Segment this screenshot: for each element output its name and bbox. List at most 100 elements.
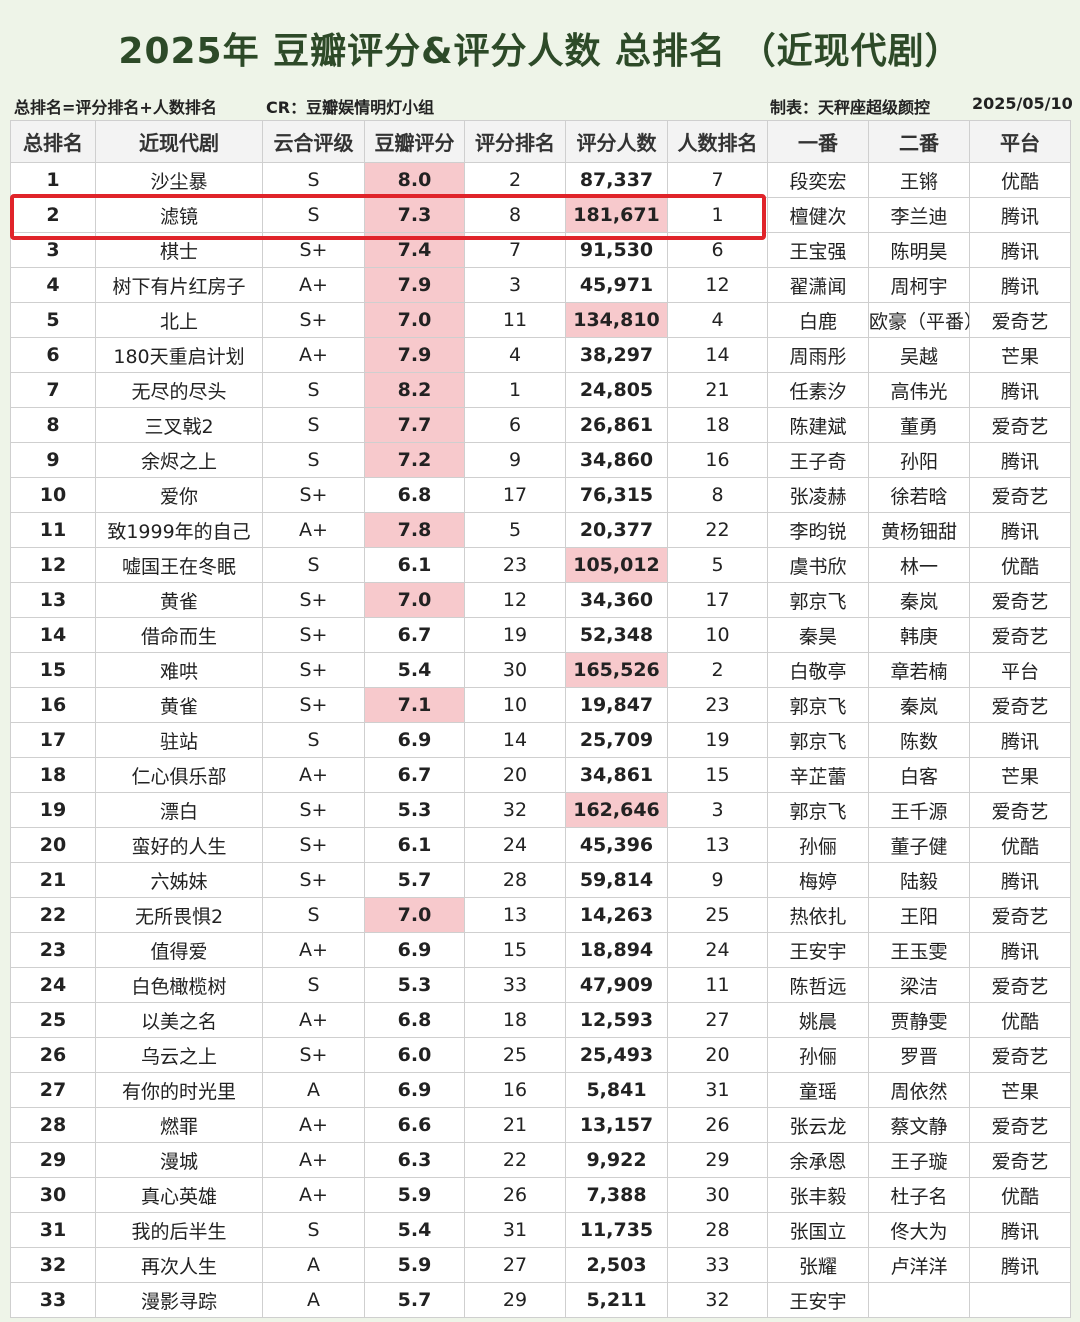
table-row: 7 无尽的尽头 S 8.2 1 24,805 21 任素汐 高伟光 腾讯 bbox=[10, 372, 1071, 408]
table-cell: 嘘国王在冬眠 bbox=[95, 547, 263, 583]
table-cell: 梁洁 bbox=[868, 967, 970, 1003]
column-header: 评分人数 bbox=[565, 120, 668, 163]
table-cell: 9,922 bbox=[565, 1142, 668, 1178]
table-cell: S+ bbox=[262, 687, 365, 723]
table-cell: 20 bbox=[10, 827, 96, 863]
table-cell: 腾讯 bbox=[969, 442, 1071, 478]
table-cell-obscured bbox=[868, 1282, 970, 1318]
table-cell: 31 bbox=[10, 1212, 96, 1248]
table-cell: 段奕宏 bbox=[767, 162, 869, 198]
table-cell: 卢洋洋 bbox=[868, 1247, 970, 1283]
table-cell: 棋士 bbox=[95, 232, 263, 268]
table-cell: 8 bbox=[464, 197, 566, 233]
table-cell: S bbox=[262, 547, 365, 583]
table-cell: 借命而生 bbox=[95, 617, 263, 653]
table-cell: 王安宇 bbox=[767, 932, 869, 968]
table-cell: 15 bbox=[464, 932, 566, 968]
table-cell: 王玉雯 bbox=[868, 932, 970, 968]
table-cell: 任素汐 bbox=[767, 372, 869, 408]
table-cell: 32 bbox=[464, 792, 566, 828]
table-cell: 2 bbox=[10, 197, 96, 233]
table-cell: 6.1 bbox=[364, 827, 465, 863]
table-cell: 优酷 bbox=[969, 1002, 1071, 1038]
table-cell: 4 bbox=[10, 267, 96, 303]
table-cell: 芒果 bbox=[969, 1072, 1071, 1108]
table-row: 17 驻站 S 6.9 14 25,709 19 郭京飞 陈数 腾讯 bbox=[10, 722, 1071, 758]
table-cell: 11 bbox=[464, 302, 566, 338]
table-cell: 孙俪 bbox=[767, 827, 869, 863]
table-cell: 30 bbox=[10, 1177, 96, 1213]
table-cell: 辛芷蕾 bbox=[767, 757, 869, 793]
table-row: 6 180天重启计划 A+ 7.9 4 38,297 14 周雨彤 吴越 芒果 bbox=[10, 337, 1071, 373]
table-cell: 23 bbox=[464, 547, 566, 583]
table-cell: 爱奇艺 bbox=[969, 617, 1071, 653]
table-cell: 郭京飞 bbox=[767, 792, 869, 828]
table-cell: S bbox=[262, 722, 365, 758]
table-cell: 1 bbox=[10, 162, 96, 198]
maker: 制表：天秤座超级颜控 bbox=[770, 98, 931, 117]
table-cell: 董勇 bbox=[868, 407, 970, 443]
table-cell: 24 bbox=[10, 967, 96, 1003]
table-cell: 8 bbox=[667, 477, 768, 513]
table-cell: 蔡文静 bbox=[868, 1107, 970, 1143]
table-cell: 16 bbox=[667, 442, 768, 478]
table-cell: 10 bbox=[464, 687, 566, 723]
table-cell: S bbox=[262, 442, 365, 478]
table-cell: 王安宇 bbox=[767, 1282, 869, 1318]
table-cell: 白鹿 bbox=[767, 302, 869, 338]
table-cell: 12 bbox=[10, 547, 96, 583]
table-cell: 6 bbox=[464, 407, 566, 443]
table-cell: 11 bbox=[10, 512, 96, 548]
table-cell: 3 bbox=[464, 267, 566, 303]
table-cell: S+ bbox=[262, 617, 365, 653]
table-cell: 22 bbox=[10, 897, 96, 933]
table-row: 29 漫城 A+ 6.3 22 9,922 29 余承恩 王子璇 爱奇艺 bbox=[10, 1142, 1071, 1178]
table-cell: 13,157 bbox=[565, 1107, 668, 1143]
table-cell: 181,671 bbox=[565, 197, 668, 233]
table-cell: 10 bbox=[10, 477, 96, 513]
table-cell: 25 bbox=[10, 1002, 96, 1038]
table-cell: 26 bbox=[667, 1107, 768, 1143]
table-cell: 陆毅 bbox=[868, 862, 970, 898]
table-cell: 7.0 bbox=[364, 897, 465, 933]
table-cell: 燃罪 bbox=[95, 1107, 263, 1143]
table-cell: 9 bbox=[667, 862, 768, 898]
table-cell: 8.0 bbox=[364, 162, 465, 198]
table-cell: 21 bbox=[667, 372, 768, 408]
table-cell: 7.0 bbox=[364, 582, 465, 618]
table-cell: S bbox=[262, 897, 365, 933]
table-cell: 30 bbox=[667, 1177, 768, 1213]
table-cell: 王子璇 bbox=[868, 1142, 970, 1178]
table-cell: 郭京飞 bbox=[767, 722, 869, 758]
table-cell: 12 bbox=[667, 267, 768, 303]
table-cell: 5,841 bbox=[565, 1072, 668, 1108]
table-cell: 28 bbox=[464, 862, 566, 898]
table-cell: 13 bbox=[10, 582, 96, 618]
table-cell: 7.7 bbox=[364, 407, 465, 443]
table-cell: 27 bbox=[10, 1072, 96, 1108]
table-cell: 26,861 bbox=[565, 407, 668, 443]
table-cell: 13 bbox=[667, 827, 768, 863]
table-cell: 王子奇 bbox=[767, 442, 869, 478]
table-cell: 45,396 bbox=[565, 827, 668, 863]
table-row: 19 漂白 S+ 5.3 32 162,646 3 郭京飞 王千源 爱奇艺 bbox=[10, 792, 1071, 828]
table-cell: 34,360 bbox=[565, 582, 668, 618]
table-cell: 贾静雯 bbox=[868, 1002, 970, 1038]
table-cell: 爱奇艺 bbox=[969, 1142, 1071, 1178]
column-header: 人数排名 bbox=[667, 120, 768, 163]
table-cell: A bbox=[262, 1072, 365, 1108]
table-cell: S+ bbox=[262, 862, 365, 898]
table-cell: 无所畏惧2 bbox=[95, 897, 263, 933]
table-cell: 白色橄榄树 bbox=[95, 967, 263, 1003]
table-cell: 25,709 bbox=[565, 722, 668, 758]
table-cell: 34,860 bbox=[565, 442, 668, 478]
table-cell: A+ bbox=[262, 337, 365, 373]
table-cell: 16 bbox=[464, 1072, 566, 1108]
table-cell: 值得爱 bbox=[95, 932, 263, 968]
table-cell: 18 bbox=[464, 1002, 566, 1038]
table-cell: 三叉戟2 bbox=[95, 407, 263, 443]
table-cell: 19,847 bbox=[565, 687, 668, 723]
table-cell: 5.7 bbox=[364, 862, 465, 898]
table-cell: 虞书欣 bbox=[767, 547, 869, 583]
table-cell: 罗晋 bbox=[868, 1037, 970, 1073]
